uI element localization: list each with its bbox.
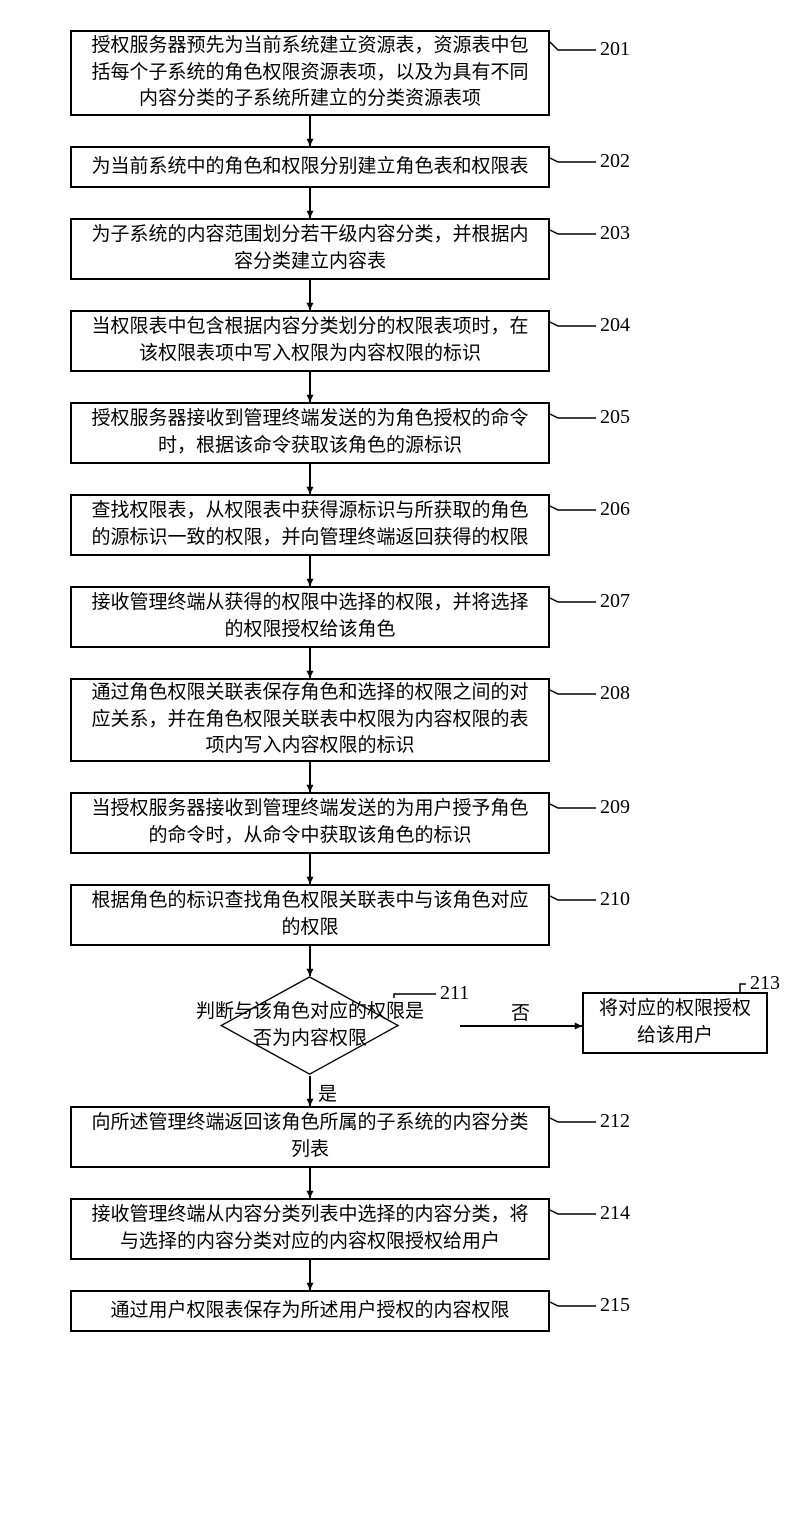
step-text: 查找权限表，从权限表中获得源标识与所获取的角色的源标识一致的权限，并向管理终端返… [84, 498, 536, 551]
flow-step-213: 将对应的权限授权给该用户 [582, 992, 768, 1054]
ref-label-213: 213 [750, 972, 780, 995]
step-text: 授权服务器预先为当前系统建立资源表，资源表中包括每个子系统的角色权限资源表项，以… [84, 33, 536, 113]
flow-decision-211: 判断与该角色对应的权限是否为内容权限 [160, 976, 460, 1076]
step-text: 授权服务器接收到管理终端发送的为角色授权的命令时，根据该命令获取该角色的源标识 [84, 406, 536, 459]
flow-step-208: 通过角色权限关联表保存角色和选择的权限之间的对应关系，并在角色权限关联表中权限为… [70, 678, 550, 762]
step-text: 接收管理终端从内容分类列表中选择的内容分类，将与选择的内容分类对应的内容权限授权… [84, 1202, 536, 1255]
ref-label-202: 202 [600, 150, 630, 173]
step-text: 通过用户权限表保存为所述用户授权的内容权限 [110, 1298, 509, 1325]
ref-label-201: 201 [600, 38, 630, 61]
step-text: 为子系统的内容范围划分若干级内容分类，并根据内容分类建立内容表 [84, 222, 536, 275]
edge-label-no: 否 [511, 998, 530, 1025]
step-text: 当权限表中包含根据内容分类划分的权限表项时，在该权限表项中写入权限为内容权限的标… [84, 314, 536, 367]
ref-label-203: 203 [600, 222, 630, 245]
step-text: 将对应的权限授权给该用户 [596, 996, 754, 1049]
flow-step-214: 接收管理终端从内容分类列表中选择的内容分类，将与选择的内容分类对应的内容权限授权… [70, 1198, 550, 1260]
ref-label-211: 211 [440, 982, 469, 1005]
ref-label-209: 209 [600, 796, 630, 819]
flow-step-212: 向所述管理终端返回该角色所属的子系统的内容分类列表 [70, 1106, 550, 1168]
step-text: 当授权服务器接收到管理终端发送的为用户授予角色的命令时，从命令中获取该角色的标识 [84, 796, 536, 849]
flow-step-207: 接收管理终端从获得的权限中选择的权限，并将选择的权限授权给该角色 [70, 586, 550, 648]
flow-step-205: 授权服务器接收到管理终端发送的为角色授权的命令时，根据该命令获取该角色的源标识 [70, 402, 550, 464]
ref-label-208: 208 [600, 682, 630, 705]
flow-step-209: 当授权服务器接收到管理终端发送的为用户授予角色的命令时，从命令中获取该角色的标识 [70, 792, 550, 854]
flow-step-202: 为当前系统中的角色和权限分别建立角色表和权限表 [70, 146, 550, 188]
step-text: 为当前系统中的角色和权限分别建立角色表和权限表 [91, 154, 528, 181]
decision-text: 判断与该角色对应的权限是否为内容权限 [190, 999, 430, 1052]
flow-step-210: 根据角色的标识查找角色权限关联表中与该角色对应的权限 [70, 884, 550, 946]
ref-label-204: 204 [600, 314, 630, 337]
ref-label-206: 206 [600, 498, 630, 521]
ref-label-214: 214 [600, 1202, 630, 1225]
step-text: 向所述管理终端返回该角色所属的子系统的内容分类列表 [84, 1110, 536, 1163]
flowchart-container: 授权服务器预先为当前系统建立资源表，资源表中包括每个子系统的角色权限资源表项，以… [10, 20, 790, 1348]
flow-step-201: 授权服务器预先为当前系统建立资源表，资源表中包括每个子系统的角色权限资源表项，以… [70, 30, 550, 116]
step-text: 通过角色权限关联表保存角色和选择的权限之间的对应关系，并在角色权限关联表中权限为… [84, 680, 536, 760]
edge-label-yes: 是 [318, 1079, 337, 1106]
flow-step-215: 通过用户权限表保存为所述用户授权的内容权限 [70, 1290, 550, 1332]
ref-label-210: 210 [600, 888, 630, 911]
ref-label-212: 212 [600, 1110, 630, 1133]
flow-step-204: 当权限表中包含根据内容分类划分的权限表项时，在该权限表项中写入权限为内容权限的标… [70, 310, 550, 372]
ref-label-215: 215 [600, 1294, 630, 1317]
step-text: 根据角色的标识查找角色权限关联表中与该角色对应的权限 [84, 888, 536, 941]
ref-label-205: 205 [600, 406, 630, 429]
flow-step-203: 为子系统的内容范围划分若干级内容分类，并根据内容分类建立内容表 [70, 218, 550, 280]
step-text: 接收管理终端从获得的权限中选择的权限，并将选择的权限授权给该角色 [84, 590, 536, 643]
ref-label-207: 207 [600, 590, 630, 613]
flow-step-206: 查找权限表，从权限表中获得源标识与所获取的角色的源标识一致的权限，并向管理终端返… [70, 494, 550, 556]
